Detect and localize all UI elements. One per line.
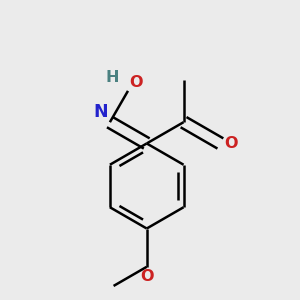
Text: O: O xyxy=(130,75,143,90)
Text: N: N xyxy=(94,103,108,121)
Text: O: O xyxy=(140,269,154,284)
Text: H: H xyxy=(105,70,119,85)
Text: O: O xyxy=(224,136,238,151)
